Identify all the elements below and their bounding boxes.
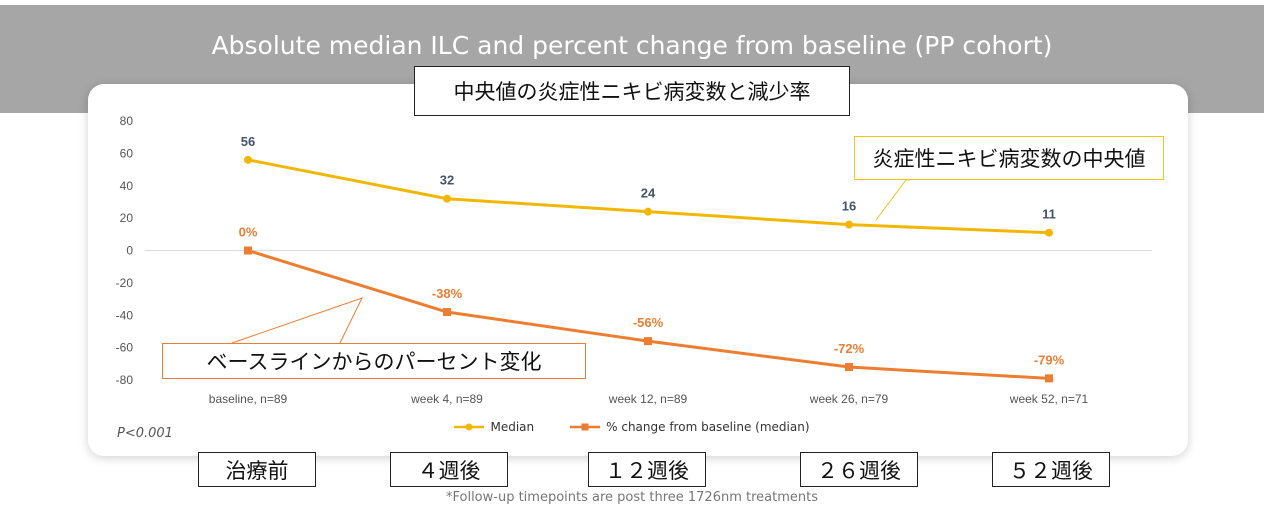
- series-1-data-label: -56%: [633, 315, 664, 330]
- legend-marker-median: [454, 423, 485, 431]
- series-1-data-label: -38%: [432, 286, 463, 301]
- series-1-point: [244, 246, 252, 255]
- timepoint-label-0: 治療前: [225, 458, 289, 483]
- y-tick-label: 40: [120, 179, 134, 193]
- series-0-point: [845, 220, 853, 229]
- percent-callout-leader: [231, 297, 363, 344]
- median-callout-box: 炎症性ニキビ病変数の中央値: [854, 136, 1164, 180]
- series-1-point: [443, 308, 451, 317]
- jp-chart-title-box: 中央値の炎症性ニキビ病変数と減少率: [414, 66, 850, 116]
- timepoint-box-1: ４週後: [390, 452, 508, 487]
- x-tick-label: week 52, n=71: [1009, 392, 1089, 406]
- jp-chart-title: 中央値の炎症性ニキビ病変数と減少率: [453, 80, 811, 104]
- legend-item-median: Median: [454, 420, 534, 434]
- x-tick-label: baseline, n=89: [209, 392, 288, 406]
- legend: Median % change from baseline (median): [0, 420, 1264, 434]
- y-tick-label: -40: [116, 308, 134, 322]
- y-tick-label: 60: [120, 146, 134, 160]
- percent-callout-box: ベースラインからのパーセント変化: [162, 343, 586, 379]
- median-callout-leader: [875, 179, 910, 221]
- percent-callout-label: ベースラインからのパーセント変化: [206, 350, 542, 374]
- timepoint-box-2: １２週後: [588, 452, 706, 487]
- y-tick-label: 80: [120, 114, 134, 128]
- legend-label-percent: % change from baseline (median): [606, 420, 810, 434]
- series-1-point: [644, 337, 652, 346]
- legend-marker-percent: [570, 423, 601, 431]
- timepoint-label-4: ５２週後: [1009, 458, 1093, 483]
- series-1-data-label: -72%: [834, 341, 865, 356]
- timepoint-label-2: １２週後: [605, 458, 689, 483]
- y-tick-label: -20: [116, 276, 134, 290]
- series-0-data-label: 32: [440, 173, 454, 188]
- series-0-point: [443, 194, 451, 203]
- footnote: *Follow-up timepoints are post three 172…: [445, 490, 819, 505]
- y-tick-label: -80: [116, 373, 134, 387]
- series-0-data-label: 11: [1042, 207, 1056, 222]
- y-tick-label: 20: [120, 211, 134, 225]
- timepoint-box-3: ２６週後: [800, 452, 918, 487]
- series-0-data-label: 16: [842, 199, 856, 214]
- timepoint-label-1: ４週後: [417, 458, 481, 483]
- x-tick-label: week 26, n=79: [809, 392, 889, 406]
- series-0-data-label: 56: [241, 134, 255, 149]
- series-1-point: [845, 363, 853, 372]
- x-tick-label: week 12, n=89: [608, 392, 688, 406]
- median-callout-label: 炎症性ニキビ病変数の中央値: [872, 147, 1146, 171]
- y-tick-label: 0: [126, 244, 133, 258]
- series-0-data-label: 24: [641, 186, 656, 201]
- p-value: P<0.001: [117, 426, 173, 441]
- y-tick-label: -60: [116, 341, 134, 355]
- timepoint-label-3: ２６週後: [817, 458, 901, 483]
- timepoint-box-4: ５２週後: [992, 452, 1110, 487]
- x-tick-label: week 4, n=89: [410, 392, 483, 406]
- series-0-point: [1045, 228, 1053, 237]
- series-0-point: [244, 155, 252, 164]
- chart-title: Absolute median ILC and percent change f…: [211, 31, 1053, 60]
- series-1-data-label: 0%: [239, 225, 258, 240]
- series-1-point: [1045, 374, 1053, 383]
- legend-item-percent: % change from baseline (median): [570, 420, 810, 434]
- legend-label-median: Median: [490, 420, 535, 434]
- series-1-data-label: -79%: [1034, 352, 1065, 367]
- series-0-point: [644, 207, 652, 216]
- timepoint-box-0: 治療前: [198, 452, 316, 487]
